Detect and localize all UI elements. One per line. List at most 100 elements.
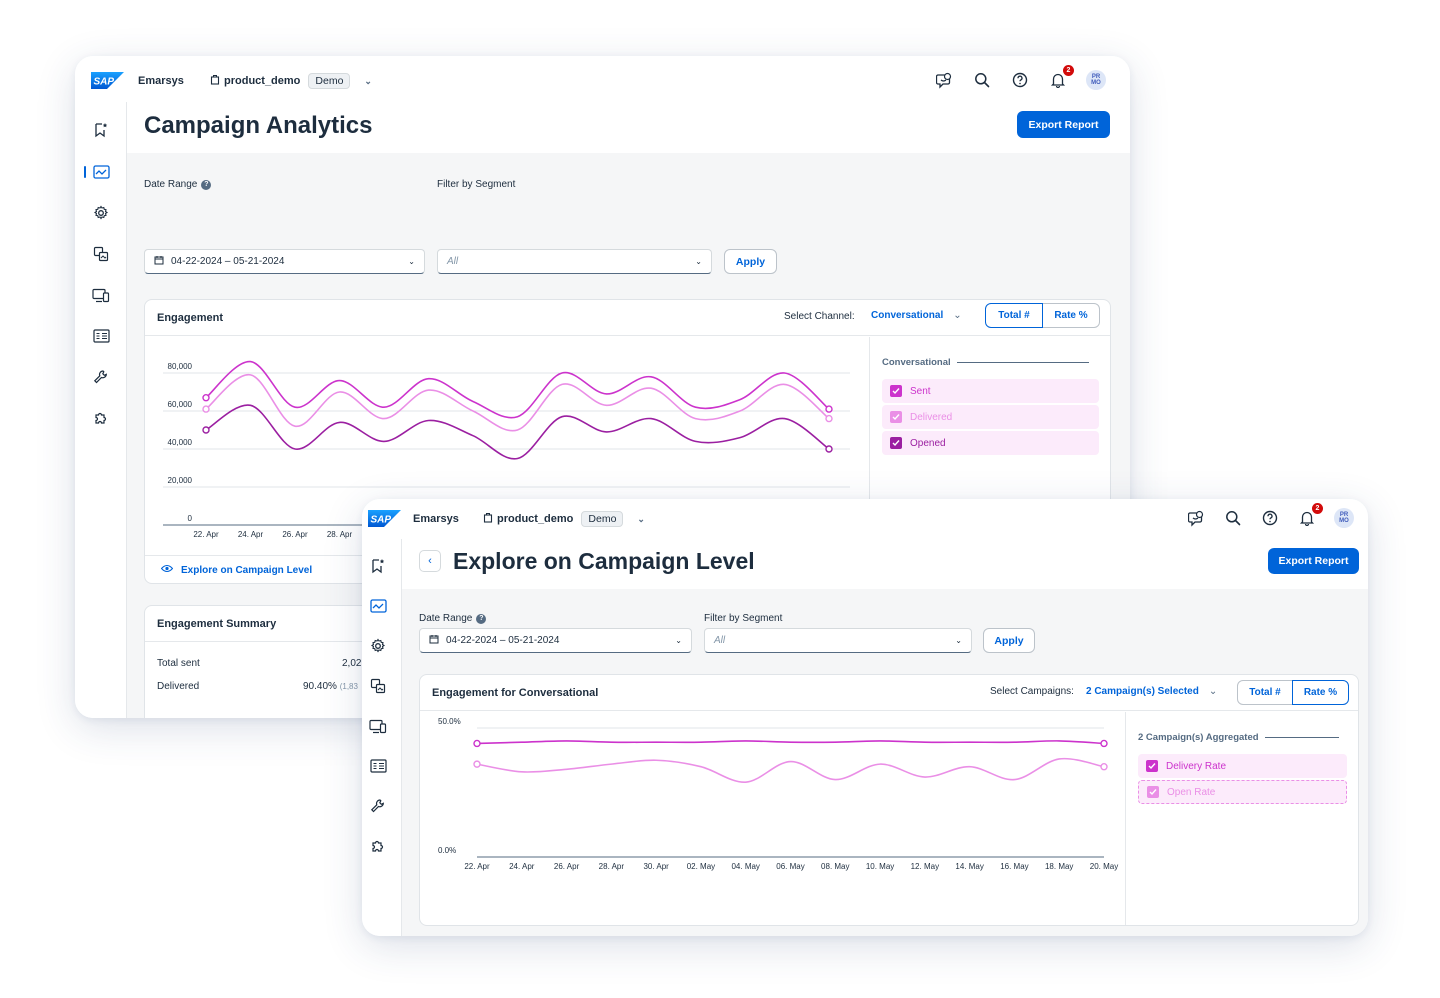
avatar-initials-top: PR	[1091, 73, 1101, 80]
total-rate-toggle: Total # Rate %	[1237, 680, 1349, 705]
help-icon[interactable]	[1010, 70, 1030, 90]
series-line-sent[interactable]	[205, 360, 830, 419]
legend-item-sent[interactable]: Sent	[882, 379, 1099, 403]
x-tick-label: 02. May	[687, 862, 715, 871]
side-item-channels[interactable]	[367, 715, 389, 737]
segment-field[interactable]: All ⌄	[437, 249, 712, 274]
analytics-icon	[369, 598, 387, 613]
side-item-automation[interactable]	[367, 635, 389, 657]
notification-badge: 2	[1312, 503, 1323, 514]
legend-item-delivery-rate[interactable]: Delivery Rate	[1138, 754, 1347, 778]
help-icon[interactable]: ?	[201, 179, 212, 190]
env-badge: Demo	[581, 511, 624, 527]
legend-item-open-rate[interactable]: Open Rate	[1138, 780, 1347, 804]
toggle-rate-button[interactable]: Rate %	[1292, 680, 1349, 705]
side-item-addons[interactable]	[367, 835, 389, 857]
series-point-opened[interactable]	[202, 426, 210, 434]
side-item-bookmark[interactable]	[367, 555, 389, 577]
legend-item-delivered[interactable]: Delivered	[882, 405, 1099, 429]
notifications-bell-icon[interactable]: 2	[1297, 503, 1323, 528]
checkbox-checked-icon[interactable]	[890, 385, 902, 397]
checkbox-checked-icon[interactable]	[890, 411, 902, 423]
side-item-content[interactable]	[90, 243, 112, 265]
date-range-label: Date Range ?	[419, 613, 487, 624]
search-icon[interactable]	[972, 70, 992, 90]
side-item-contacts[interactable]	[367, 755, 389, 777]
x-tick-label: 30. Apr	[643, 862, 669, 871]
side-item-contacts[interactable]	[90, 325, 112, 347]
explore-campaign-link[interactable]: Explore on Campaign Level	[160, 564, 312, 576]
campaign-engagement-card: Engagement for Conversational Select Cam…	[419, 674, 1359, 926]
apply-button[interactable]: Apply	[724, 249, 777, 274]
help-icon[interactable]: ?	[476, 613, 487, 624]
notifications-bell-icon[interactable]: 2	[1048, 65, 1074, 90]
side-item-management[interactable]	[367, 795, 389, 817]
legend-divider	[956, 362, 1089, 363]
help-icon[interactable]	[1260, 508, 1280, 528]
main-content: ‹ Explore on Campaign Level Export Repor…	[402, 539, 1368, 936]
analytics-icon	[92, 164, 110, 179]
avatar[interactable]: PR MO	[1334, 508, 1354, 528]
series-point-sent[interactable]	[202, 394, 210, 402]
devices-icon	[92, 288, 110, 302]
x-tick-label: 10. May	[866, 862, 894, 871]
toggle-total-button[interactable]: Total #	[985, 303, 1043, 328]
channel-select[interactable]: Conversational ⌄	[871, 310, 962, 321]
date-range-value: 04-22-2024 – 05-21-2024	[446, 635, 560, 646]
series-point-open-rate[interactable]	[1100, 763, 1108, 771]
series-point-sent[interactable]	[825, 405, 833, 413]
series-point-opened[interactable]	[825, 445, 833, 453]
export-report-button[interactable]: Export Report	[1268, 548, 1359, 574]
export-report-button[interactable]: Export Report	[1017, 111, 1110, 138]
side-item-management[interactable]	[90, 366, 112, 388]
series-point-open-rate[interactable]	[473, 760, 481, 768]
side-item-automation[interactable]	[90, 202, 112, 224]
legend-item-opened[interactable]: Opened	[882, 431, 1099, 455]
page-header: Campaign Analytics Export Report	[127, 102, 1130, 153]
svg-text:SAP: SAP	[94, 77, 115, 88]
series-point-delivery-rate[interactable]	[1100, 739, 1108, 748]
contact-card-icon	[369, 759, 387, 773]
date-range-field[interactable]: 04-22-2024 – 05-21-2024 ⌄	[419, 628, 692, 653]
series-point-delivery-rate[interactable]	[473, 739, 481, 748]
series-point-delivered[interactable]	[202, 405, 210, 413]
series-point-delivered[interactable]	[825, 414, 833, 423]
account-selector[interactable]: product_demo Demo ⌄	[483, 511, 645, 527]
series-line-open-rate[interactable]	[476, 757, 1105, 783]
assistant-icon[interactable]	[934, 70, 954, 90]
date-range-field[interactable]: 04-22-2024 – 05-21-2024 ⌄	[144, 249, 425, 274]
assistant-icon[interactable]	[1186, 508, 1206, 528]
side-item-analytics[interactable]	[367, 595, 389, 617]
account-selector[interactable]: product_demo Demo ⌄	[210, 73, 372, 89]
side-item-analytics[interactable]	[90, 161, 112, 183]
campaigns-select[interactable]: 2 Campaign(s) Selected ⌄	[1086, 686, 1217, 697]
checkbox-checked-icon[interactable]	[1146, 760, 1158, 772]
series-line-delivery-rate[interactable]	[476, 740, 1105, 745]
series-line-opened[interactable]	[205, 404, 830, 460]
checkbox-checked-icon[interactable]	[1147, 786, 1159, 798]
toggle-rate-button[interactable]: Rate %	[1042, 303, 1100, 328]
series-line-delivered[interactable]	[205, 374, 830, 432]
gear-icon	[371, 638, 385, 653]
legend-title: 2 Campaign(s) Aggregated	[1138, 732, 1339, 743]
summary-label-delivered: Delivered	[157, 681, 200, 692]
segment-field[interactable]: All ⌄	[704, 628, 972, 653]
select-campaigns-label: Select Campaigns:	[990, 686, 1074, 697]
sap-logo[interactable]: SAP	[91, 72, 124, 89]
side-item-addons[interactable]	[90, 407, 112, 429]
checkbox-checked-icon[interactable]	[890, 437, 902, 449]
apply-button[interactable]: Apply	[983, 628, 1035, 653]
side-item-channels[interactable]	[90, 284, 112, 306]
side-item-content[interactable]	[367, 675, 389, 697]
toggle-total-button[interactable]: Total #	[1237, 680, 1293, 705]
search-icon[interactable]	[1223, 508, 1243, 528]
side-item-bookmark[interactable]	[90, 119, 112, 141]
x-tick-label: 06. May	[776, 862, 804, 871]
chevron-down-icon: ⌄	[1208, 686, 1218, 697]
sap-logo[interactable]: SAP	[368, 510, 401, 527]
avatar[interactable]: PR MO	[1086, 70, 1106, 90]
x-tick-label: 14. May	[955, 862, 983, 871]
contact-card-icon	[92, 329, 110, 343]
back-button[interactable]: ‹	[419, 550, 441, 572]
account-name: product_demo	[497, 513, 574, 525]
